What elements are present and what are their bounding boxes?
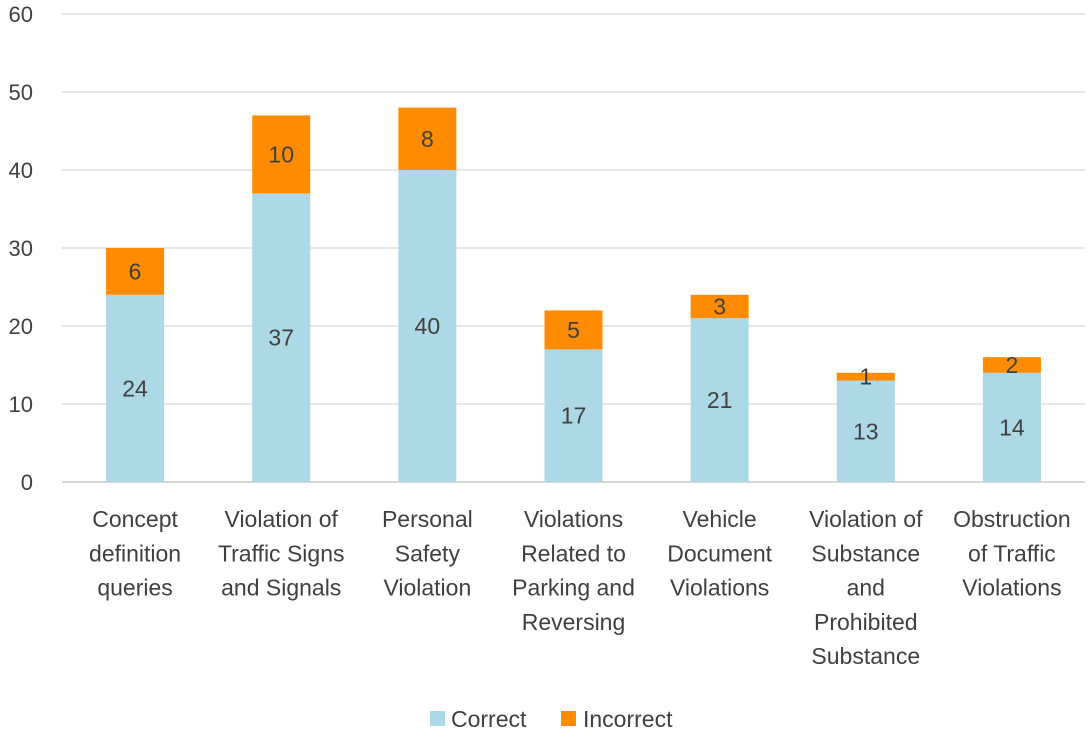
bar-incorrect (252, 115, 311, 194)
category-label-line: Violation of (225, 506, 339, 532)
legend-label-correct: Correct (451, 706, 527, 732)
legend: Correct Incorrect (430, 706, 673, 732)
y-tick-label: 0 (21, 470, 33, 495)
x-axis-categories: Concept definition queries Violation of Traf… (89, 506, 1071, 669)
bar-correct (252, 193, 311, 482)
bars (106, 107, 1041, 482)
category-label-line: Concept (92, 506, 178, 532)
data-label-correct: 14 (999, 414, 1025, 440)
data-label-correct: 24 (122, 375, 148, 401)
y-tick-label: 50 (9, 80, 33, 105)
bar-correct (398, 170, 457, 482)
bar-incorrect (106, 248, 165, 295)
category-label: Violation of Traffic Signs and Signals (218, 506, 345, 601)
bar-correct (982, 372, 1041, 482)
data-label-incorrect: 8 (421, 126, 434, 152)
y-tick-label: 10 (9, 392, 33, 417)
category-label-line: Obstruction (953, 506, 1071, 532)
data-labels: 24 6 37 10 40 8 17 5 21 3 13 1 14 2 (122, 126, 1025, 444)
legend-label-incorrect: Incorrect (583, 706, 673, 732)
category-label-line: Prohibited (814, 609, 918, 635)
bar-correct (836, 380, 895, 482)
y-tick-label: 20 (9, 314, 33, 339)
category-label: Vehicle Document Violations (667, 506, 772, 601)
bar-incorrect (836, 372, 895, 381)
data-label-correct: 17 (561, 403, 587, 429)
y-tick-label: 40 (9, 158, 33, 183)
category-label-line: definition (89, 540, 181, 566)
bar-incorrect (690, 294, 749, 319)
bar-correct (544, 349, 603, 482)
category-label-line: queries (97, 575, 172, 601)
bar-incorrect (544, 310, 603, 350)
category-label-line: Violation (383, 575, 471, 601)
y-tick-label: 60 (9, 2, 33, 27)
data-label-incorrect: 2 (1006, 352, 1019, 378)
category-label-line: of Traffic (968, 540, 1056, 566)
category-label-line: Personal (382, 506, 473, 532)
data-label-correct: 13 (853, 418, 879, 444)
category-label-line: Violation of (809, 506, 923, 532)
category-label-line: Safety (395, 540, 461, 566)
bar-correct (106, 294, 165, 482)
y-tick-label: 30 (9, 236, 33, 261)
y-axis-ticks: 0 10 20 30 40 50 60 (9, 2, 33, 495)
bar-correct (690, 318, 749, 482)
data-label-incorrect: 3 (713, 294, 726, 320)
category-label-line: Vehicle (683, 506, 757, 532)
category-label: Violations Related to Parking and Reversing (512, 506, 635, 635)
category-label-line: and (847, 575, 885, 601)
category-label-line: Parking and (512, 575, 635, 601)
category-label-line: Traffic Signs (218, 540, 345, 566)
category-label-line: Document (667, 540, 772, 566)
category-label: Personal Safety Violation (382, 506, 473, 601)
data-label-incorrect: 6 (129, 258, 142, 284)
legend-swatch-incorrect (561, 711, 576, 726)
category-label-line: Substance (811, 643, 920, 669)
data-label-incorrect: 5 (567, 317, 580, 343)
data-label-incorrect: 1 (859, 364, 872, 390)
category-label-line: Reversing (522, 609, 626, 635)
category-label: Concept definition queries (89, 506, 181, 601)
category-label-line: Violations (670, 575, 769, 601)
category-label-line: Violations (524, 506, 623, 532)
data-label-incorrect: 10 (268, 141, 294, 167)
data-label-correct: 40 (415, 313, 441, 339)
category-label-line: Related to (521, 540, 626, 566)
data-label-correct: 37 (268, 325, 294, 351)
category-label: Obstruction of Traffic Violations (953, 506, 1071, 601)
bar-incorrect (398, 107, 457, 170)
bar-incorrect (982, 357, 1041, 373)
legend-swatch-correct (430, 711, 445, 726)
category-label-line: Violations (962, 575, 1061, 601)
data-label-correct: 21 (707, 387, 733, 413)
category-label-line: and Signals (221, 575, 341, 601)
category-label: Violation of Substance and Prohibited Substa… (809, 506, 923, 669)
category-label-line: Substance (811, 540, 920, 566)
